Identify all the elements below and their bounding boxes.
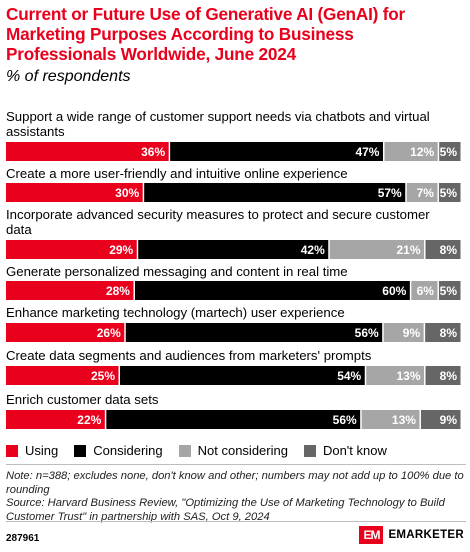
data-label: 8% <box>440 243 458 257</box>
bar-segment-using <box>6 281 134 300</box>
bar-segment-using <box>6 366 119 385</box>
category-label: Enrich customer data sets <box>6 392 159 407</box>
data-label: 13% <box>392 413 416 427</box>
bar-segment-don-t-know <box>425 240 461 259</box>
data-label: 9% <box>440 413 458 427</box>
data-label: 60% <box>382 284 406 298</box>
brand-logo-icon: EM <box>359 526 384 544</box>
chart-legend: Using Considering Not considering Don't kno… <box>6 443 403 458</box>
data-label: 28% <box>106 284 130 298</box>
bar-segment-not-considering <box>406 183 438 202</box>
bar-segment-not-considering <box>384 142 438 161</box>
bar-segment-not-considering <box>361 410 420 429</box>
bar-segment-not-considering <box>366 366 425 385</box>
data-label: 30% <box>115 186 139 200</box>
bar-segment-considering <box>144 183 406 202</box>
stacked-bar-chart: Support a wide range of customer support… <box>6 109 461 429</box>
data-label: 9% <box>403 326 421 340</box>
bar-segment-not-considering <box>383 323 424 342</box>
legend-label: Don't know <box>322 443 387 458</box>
bar-segment-don-t-know <box>438 281 461 300</box>
data-label: 25% <box>91 369 115 383</box>
category-label: Enhance marketing technology (martech) u… <box>6 305 345 320</box>
notes-divider <box>6 464 466 465</box>
bar-segment-using <box>6 142 169 161</box>
data-label: 7% <box>417 186 435 200</box>
bar-segment-using <box>6 323 125 342</box>
data-label: 21% <box>396 243 420 257</box>
data-label: 42% <box>301 243 325 257</box>
data-label: 47% <box>355 145 379 159</box>
bar-segment-considering <box>106 410 361 429</box>
legend-swatch <box>303 444 316 457</box>
brand: EM EMARKETER <box>359 526 464 544</box>
note-text: Note: n=388; excludes none, don't know a… <box>6 470 464 496</box>
data-label: 54% <box>337 369 361 383</box>
data-label: 5% <box>440 284 458 298</box>
data-label: 8% <box>440 326 458 340</box>
data-label: 57% <box>378 186 402 200</box>
footer-divider <box>6 521 466 522</box>
data-label: 36% <box>141 145 165 159</box>
bar-segment-using <box>6 240 137 259</box>
category-label: Incorporate advanced security measures t… <box>6 207 430 237</box>
legend-label: Not considering <box>197 443 288 458</box>
source-text: Source: Harvard Business Review, "Optimi… <box>6 497 445 523</box>
legend-item: Using <box>6 443 58 458</box>
data-label: 5% <box>440 145 458 159</box>
bar-segment-don-t-know <box>420 410 461 429</box>
legend-swatch <box>178 444 191 457</box>
bar-segment-considering <box>170 142 383 161</box>
category-label: Create data segments and audiences from … <box>6 348 372 363</box>
bar-segment-using <box>6 410 105 429</box>
data-label: 6% <box>417 284 435 298</box>
bar-segment-considering <box>134 281 410 300</box>
data-label: 22% <box>77 413 101 427</box>
bar-segment-using <box>6 183 143 202</box>
bar-segment-not-considering <box>411 281 438 300</box>
bar-segment-considering <box>125 323 383 342</box>
bar-segment-considering <box>120 366 365 385</box>
chart-subtitle: % of respondents <box>6 68 131 85</box>
chart-id: 287961 <box>6 533 40 544</box>
data-label: 5% <box>440 186 458 200</box>
data-label: 29% <box>109 243 133 257</box>
legend-item: Not considering <box>178 443 288 458</box>
bar-segment-don-t-know <box>439 142 461 161</box>
data-label: 12% <box>410 145 434 159</box>
chart-title: Current or Future Use of Generative AI (… <box>6 4 406 64</box>
legend-item: Considering <box>74 443 163 458</box>
category-label: Generate personalized messaging and cont… <box>6 264 348 279</box>
bar-segment-not-considering <box>329 240 425 259</box>
data-label: 56% <box>333 413 357 427</box>
category-label: Create a more user-friendly and intuitiv… <box>6 166 348 181</box>
legend-swatch <box>74 444 87 457</box>
legend-label: Considering <box>93 443 163 458</box>
data-label: 26% <box>97 326 121 340</box>
bar-segment-don-t-know <box>438 183 461 202</box>
data-label: 13% <box>396 369 420 383</box>
chart-notes: Note: n=388; excludes none, don't know a… <box>6 470 466 524</box>
bar-segment-don-t-know <box>425 366 461 385</box>
brand-name: EMARKETER <box>388 529 464 541</box>
legend-item: Don't know <box>303 443 387 458</box>
data-label: 8% <box>440 369 458 383</box>
bar-segment-don-t-know <box>425 323 461 342</box>
legend-swatch <box>6 444 18 457</box>
legend-label: Using <box>25 443 59 458</box>
category-label: Support a wide range of customer support… <box>6 109 430 139</box>
bar-segment-considering <box>138 240 329 259</box>
data-label: 56% <box>355 326 379 340</box>
